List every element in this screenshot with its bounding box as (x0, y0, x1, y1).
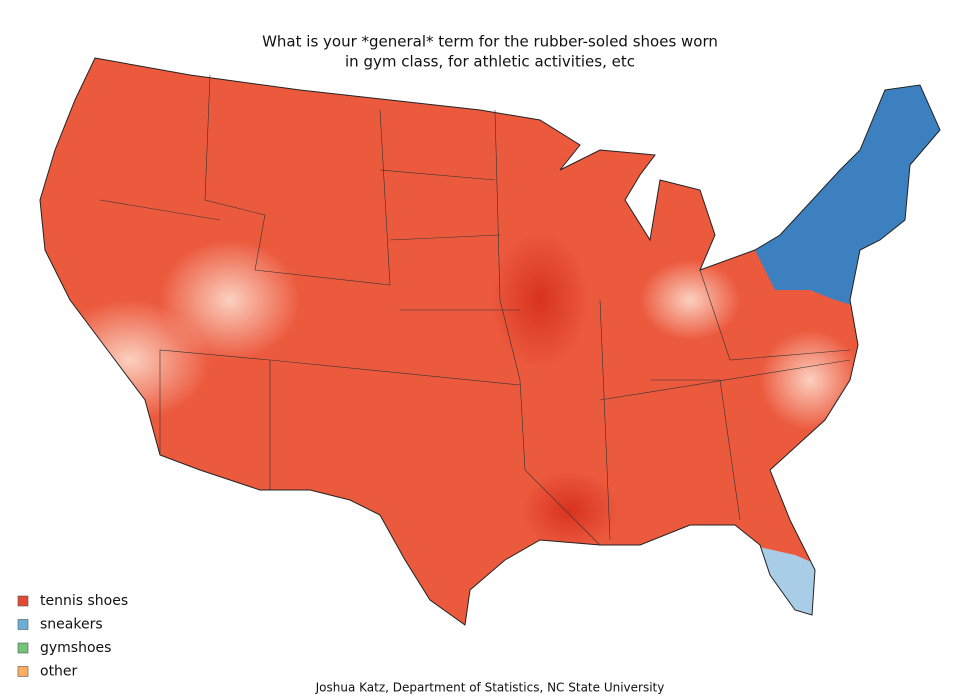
map-shade (490, 230, 590, 370)
map-shade (640, 260, 740, 340)
legend-label: gymshoes (40, 640, 111, 656)
title-line: in gym class, for athletic activities, e… (345, 53, 635, 71)
legend-swatch (17, 595, 29, 607)
map-shade (760, 330, 860, 430)
title-line: What is your *general* term for the rubb… (262, 33, 718, 51)
map-shade (160, 240, 300, 360)
legend-label: sneakers (40, 617, 103, 633)
us-outline (39, 57, 941, 626)
map-region-sneakers-florida (750, 545, 830, 625)
legend-label: tennis shoes (40, 593, 128, 609)
map-shade (520, 470, 620, 550)
credit: Joshua Katz, Department of Statistics, N… (315, 681, 665, 695)
legend-label: other (40, 664, 78, 680)
legend: tennis shoes sneakers gymshoes other (17, 593, 128, 680)
legend-swatch (17, 619, 29, 630)
legend-swatch (17, 642, 29, 654)
state-borders (99, 74, 851, 546)
legend-swatch (17, 666, 29, 677)
map-region-sneakers (755, 85, 940, 305)
